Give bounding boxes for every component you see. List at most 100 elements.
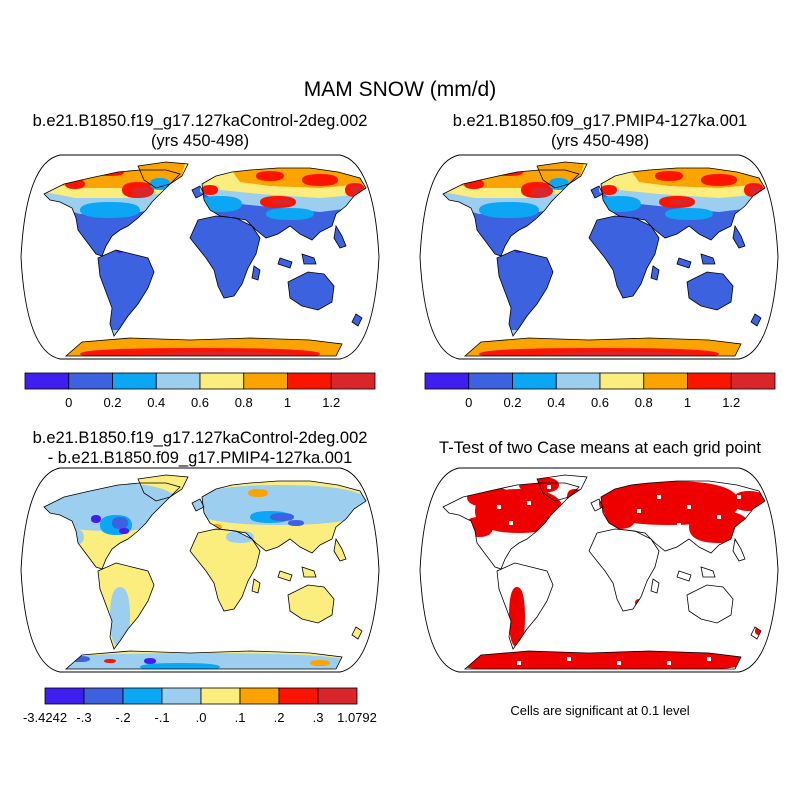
colorbar-swatch <box>243 372 288 390</box>
coastline <box>463 650 742 670</box>
coastline <box>650 578 660 594</box>
coastline <box>189 215 261 299</box>
island <box>701 254 715 264</box>
panel-2-title-line2: (yrs 450-498) <box>550 132 650 150</box>
island <box>252 266 260 280</box>
panel-4-title: T-Test of two Case means at each grid po… <box>410 438 790 458</box>
map-outline <box>20 467 380 673</box>
colorbar-label: -.2 <box>115 710 130 725</box>
landmass-sa <box>98 250 154 336</box>
colorbar-label: .2 <box>274 710 285 725</box>
colorbar-swatch <box>643 372 688 390</box>
coastline <box>43 482 181 570</box>
colorbar-swatch <box>278 687 319 705</box>
shading-layer <box>44 483 366 669</box>
landmass-au <box>687 272 733 310</box>
coastline <box>43 169 181 257</box>
coastline <box>442 482 580 570</box>
panel-3-title-line1: b.e21.B1850.f19_g17.127kaControl-2deg.00… <box>32 429 368 447</box>
colorbar-swatch <box>239 687 280 705</box>
colorbar-label: 0.6 <box>591 395 609 410</box>
coastline <box>442 169 580 257</box>
colorbar-swatch <box>512 372 557 390</box>
coastline <box>191 498 205 512</box>
map-panel-control <box>20 154 380 360</box>
coastline <box>588 215 660 299</box>
colorbar-label: -.3 <box>76 710 91 725</box>
colorbar-swatch <box>287 372 332 390</box>
island <box>302 567 316 577</box>
coastline <box>191 185 205 199</box>
coastline <box>137 474 189 502</box>
map-outline <box>419 154 779 360</box>
colorbar-label: 1 <box>284 395 291 410</box>
coastline <box>333 537 347 562</box>
coastline <box>536 161 588 189</box>
panel-3-title-line2: - b.e21.B1850.f09_g17.PMIP4-127ka.001 <box>47 449 353 467</box>
colorbar-swatch <box>68 372 113 390</box>
colorbar-label: -3.4242 <box>23 710 67 725</box>
colorbar-swatch <box>599 372 645 390</box>
coastline <box>463 337 742 357</box>
colorbar-pmip4: 0 0.2 0.4 0.6 0.8 1 1.2 <box>424 372 776 410</box>
colorbar-swatch <box>317 687 358 705</box>
colorbar-swatch <box>200 687 241 705</box>
coastline <box>750 626 762 640</box>
colorbar-label: 1.0792 <box>337 710 377 725</box>
coastline <box>301 253 317 265</box>
colorbar-swatch <box>424 372 470 390</box>
colorbar-label: 0.4 <box>147 395 165 410</box>
landmass-sa <box>497 250 553 336</box>
landmass-af <box>190 529 260 611</box>
panel-2-title: b.e21.B1850.f09_g17.PMIP4-127ka.001 (yrs… <box>410 111 790 151</box>
coastline <box>351 626 363 640</box>
panel-1-title-line1: b.e21.B1850.f19_g17.127kaControl-2deg.00… <box>32 112 368 130</box>
colorbar-swatch <box>330 372 376 390</box>
coastline <box>97 562 155 650</box>
figure-title: MAM SNOW (mm/d) <box>303 78 497 101</box>
coastline <box>732 537 746 562</box>
colorbar-label: 1 <box>684 395 691 410</box>
colorbar-swatch <box>44 687 85 705</box>
colorbar-swatch <box>24 372 70 390</box>
colorbar-difference: -3.4242 -.3 -.2 -.1 .0 .1 .2 .3 1.0792 <box>23 687 377 725</box>
landmass-au <box>288 272 334 310</box>
coastline <box>351 313 363 327</box>
landmass-af <box>190 216 260 298</box>
coastline <box>700 253 716 265</box>
colorbar-label: -.1 <box>154 710 169 725</box>
colorbar-swatch <box>468 372 513 390</box>
island <box>677 258 691 268</box>
colorbar-swatch <box>161 687 202 705</box>
colorbar-swatch <box>83 687 124 705</box>
coastline <box>676 570 692 582</box>
colorbar-label: 0 <box>465 395 472 410</box>
coastline <box>287 271 335 311</box>
map-panel-difference <box>20 467 380 673</box>
coastline <box>333 224 347 249</box>
colorbar-swatch <box>155 372 201 390</box>
landmass-af <box>589 216 659 298</box>
colorbar-label: 0.8 <box>235 395 253 410</box>
coastline <box>496 562 554 650</box>
map-panel-pmip4 <box>419 154 779 360</box>
map-outline <box>20 154 380 360</box>
map-panel-ttest <box>419 467 779 673</box>
coastline <box>64 650 343 670</box>
island <box>278 258 292 268</box>
colorbar-swatch <box>555 372 601 390</box>
coastline <box>277 570 293 582</box>
colorbar-label: .3 <box>313 710 324 725</box>
panel-1-title-line2: (yrs 450-498) <box>150 132 250 150</box>
coastline <box>251 265 261 281</box>
island <box>302 254 316 264</box>
map-outline <box>419 467 779 673</box>
colorbar-label: 1.2 <box>722 395 740 410</box>
colorbar-swatch <box>730 372 776 390</box>
coastline <box>496 249 554 337</box>
colorbar-label: 1.2 <box>322 395 340 410</box>
panel-2-title-line1: b.e21.B1850.f09_g17.PMIP4-127ka.001 <box>452 112 748 130</box>
colorbar-label: 0 <box>65 395 72 410</box>
panel-4-title-line1: T-Test of two Case means at each grid po… <box>439 439 761 457</box>
coastline <box>64 337 343 357</box>
